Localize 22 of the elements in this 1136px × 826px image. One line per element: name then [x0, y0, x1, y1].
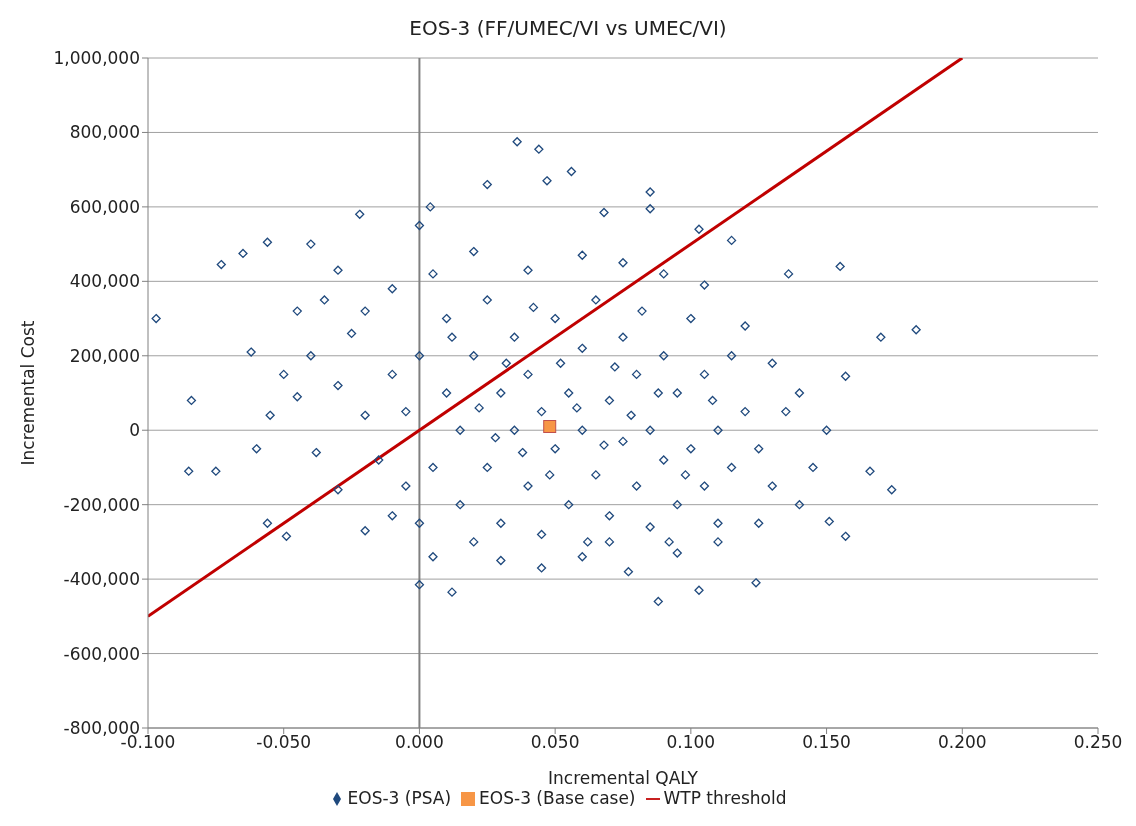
y-tick-label: -200,000 — [63, 494, 140, 515]
y-tick-label: 1,000,000 — [53, 48, 140, 69]
legend-label: WTP threshold — [663, 788, 787, 808]
x-tick-label: 0.150 — [802, 732, 851, 753]
x-tick-label: 0.000 — [395, 732, 444, 753]
x-axis-title: Incremental QALY — [548, 768, 699, 788]
y-axis-title: Incremental Cost — [18, 320, 39, 466]
y-tick-label: -600,000 — [63, 643, 140, 664]
y-tick-label: 200,000 — [69, 345, 140, 366]
x-tick-label: -0.050 — [256, 732, 312, 753]
x-tick-label: 0.250 — [1073, 732, 1123, 753]
legend-label: EOS-3 (PSA) — [347, 788, 452, 808]
y-tick-label: 0 — [129, 420, 140, 441]
chart-title: EOS-3 (FF/UMEC/VI vs UMEC/VI) — [408, 15, 728, 42]
y-tick-label: 800,000 — [69, 122, 140, 143]
y-tick-label: 400,000 — [69, 271, 140, 292]
y-tick-label: -400,000 — [63, 569, 140, 590]
y-tick-label: 600,000 — [69, 196, 140, 217]
x-tick-label: 0.200 — [937, 732, 987, 753]
x-tick-label: 0.050 — [530, 732, 580, 753]
legend-label: EOS-3 (Base case) — [479, 788, 636, 808]
x-tick-label: 0.100 — [666, 732, 716, 753]
